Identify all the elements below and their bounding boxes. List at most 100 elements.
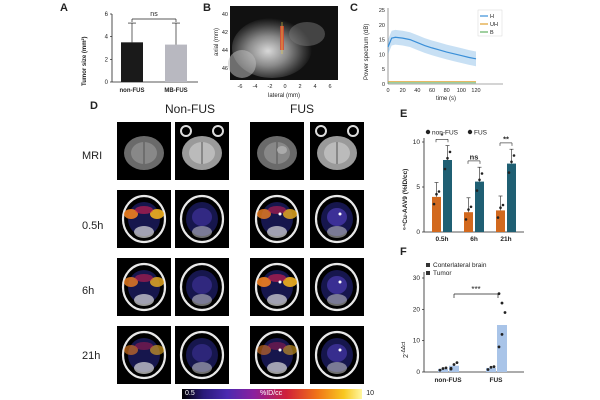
pet-ct-icon <box>314 262 360 312</box>
panel-c-legend-label: UH <box>490 22 498 28</box>
pet-ct-icon <box>254 330 300 380</box>
panel-c-ylabel: Power spectrum (dB) <box>364 24 370 80</box>
panel-b-xtick-label: -2 <box>268 84 273 90</box>
panel-e-significance: * ns ** <box>435 131 513 164</box>
scan-tile <box>117 122 171 180</box>
panel-f-ytick-label: 30 <box>413 275 421 282</box>
row-label-05h: 0.5h <box>82 220 104 232</box>
panel-c-ytick-label: 10 <box>379 52 385 58</box>
panel-c-xtick-label: 80 <box>444 88 450 94</box>
scan-tile <box>310 190 364 248</box>
scan-tile <box>310 326 364 384</box>
panel-f-legend-label: Tumor <box>433 270 452 277</box>
panel-f-ylabel: 2-ΔΔct <box>401 341 410 358</box>
panel-f-sig-text: *** <box>471 285 480 294</box>
panel-e-xtick-label: 21h <box>500 236 511 243</box>
scan-tile <box>310 258 364 316</box>
panel-e-point <box>507 171 511 174</box>
panel-e-ytick-label: 10 <box>413 139 421 146</box>
scan-tile <box>250 122 304 180</box>
panel-e-bar <box>443 160 452 232</box>
panel-a-xtick-label: MB-FUS <box>164 88 187 94</box>
panel-f-ytick-label: 0 <box>416 369 420 376</box>
panel-e-point <box>478 178 481 182</box>
panel-b-ytick-label: 44 <box>222 48 228 54</box>
panel-b: 40 42 44 46 -6 -4 -2 0 2 4 6 axial (mm) lateral (… <box>212 4 340 99</box>
pet-ct-icon <box>179 262 225 312</box>
panel-c-xtick-label: 60 <box>429 88 435 94</box>
pet-ct-icon <box>121 262 167 312</box>
pet-ct-icon <box>314 194 360 244</box>
panel-f-bars <box>438 292 507 372</box>
panel-f-legend-label: Conterlateral brain <box>433 262 487 269</box>
panel-c-chart: Power spectrum (dB) 0 5 10 15 20 25 0 20 40 60 80… <box>364 8 503 102</box>
panel-a-chart: Tumor size (mm²) 0 2 4 6 ns non-FUS MB-FUS <box>81 11 198 94</box>
panel-e-bar <box>507 163 516 232</box>
panel-e-sig-label: ** <box>503 134 509 143</box>
scan-tile <box>250 326 304 384</box>
panel-label-e: E <box>400 108 408 120</box>
panel-a-bar <box>121 42 143 82</box>
panel-c-ytick-label: 0 <box>382 82 385 88</box>
panel-f-bar <box>486 367 496 372</box>
panel-c-xlabel: time (s) <box>436 96 456 102</box>
panel-e-legend-label: non-FUS <box>432 130 459 137</box>
panel-e-bar <box>464 212 473 232</box>
panel-e-point <box>435 192 438 196</box>
panel-e-point <box>475 189 479 192</box>
scan-tile <box>250 190 304 248</box>
panel-e-point <box>432 202 436 206</box>
panel-f-sig: *** <box>453 285 499 298</box>
row-label-6h: 6h <box>82 285 95 297</box>
panel-f-legend-marker <box>426 271 430 275</box>
panel-f-xtick-label: non-FUS <box>434 377 462 384</box>
panel-c-xtick-label: 120 <box>471 88 480 94</box>
panel-c-xtick-label: 0 <box>386 88 389 94</box>
panel-f-point <box>438 368 442 372</box>
panel-f-point <box>486 368 490 371</box>
panel-f-ytick-label: 20 <box>413 306 421 313</box>
panel-c-legend: H UH B <box>477 9 503 37</box>
scan-tile <box>117 326 171 384</box>
mri-icon <box>257 136 297 170</box>
panel-a-ytick-label: 6 <box>105 12 109 18</box>
panel-e-ytick-label: 0 <box>416 229 420 236</box>
panel-e-point <box>443 167 447 171</box>
panel-c-xticks: 0 20 40 60 80 100 120 <box>386 88 480 94</box>
panel-f-xlabels: non-FUS FUS <box>434 377 503 384</box>
panel-f-point <box>452 363 456 366</box>
pet-ct-icon <box>254 262 300 312</box>
panel-f-point <box>497 345 501 349</box>
panel-a-ylabel: Tumor size (mm²) <box>81 36 88 86</box>
panel-a-ytick-label: 4 <box>105 35 109 41</box>
panel-e-point <box>480 172 484 175</box>
panel-f-bar <box>449 365 459 372</box>
panel-e-legend-marker <box>425 129 431 135</box>
panel-f-ytick-label: 10 <box>413 338 421 345</box>
panel-b-ytick-label: 46 <box>222 66 228 72</box>
panel-label-a: A <box>60 2 68 14</box>
pet-ct-icon <box>254 194 300 244</box>
colorbar-label: %ID/cc <box>260 390 283 397</box>
panel-label-b: B <box>203 2 211 14</box>
panel-c-xtick-label: 40 <box>414 88 420 94</box>
panel-label-c: C <box>350 2 358 14</box>
panel-f-bar <box>497 325 507 372</box>
column-header-nonfus: Non-FUS <box>164 102 215 116</box>
panel-e-point <box>496 216 500 219</box>
panel-e-point <box>469 205 473 209</box>
panel-c-ytick-label: 15 <box>379 38 385 44</box>
panel-b-xlabel: lateral (mm) <box>268 93 300 99</box>
panel-e-point <box>512 154 516 157</box>
panel-e-bar <box>475 181 484 232</box>
panel-label-f: F <box>400 246 407 258</box>
panel-b-xtick-label: 2 <box>298 84 301 90</box>
row-label-mri: MRI <box>82 150 103 162</box>
panel-e-point <box>467 208 470 211</box>
panel-a-bars <box>121 22 187 82</box>
pet-ct-icon <box>314 330 360 380</box>
panel-b-ytick-label: 40 <box>222 12 228 18</box>
panel-e-point <box>437 190 441 193</box>
colorbar: 0.5 %ID/cc 10 <box>182 389 374 399</box>
